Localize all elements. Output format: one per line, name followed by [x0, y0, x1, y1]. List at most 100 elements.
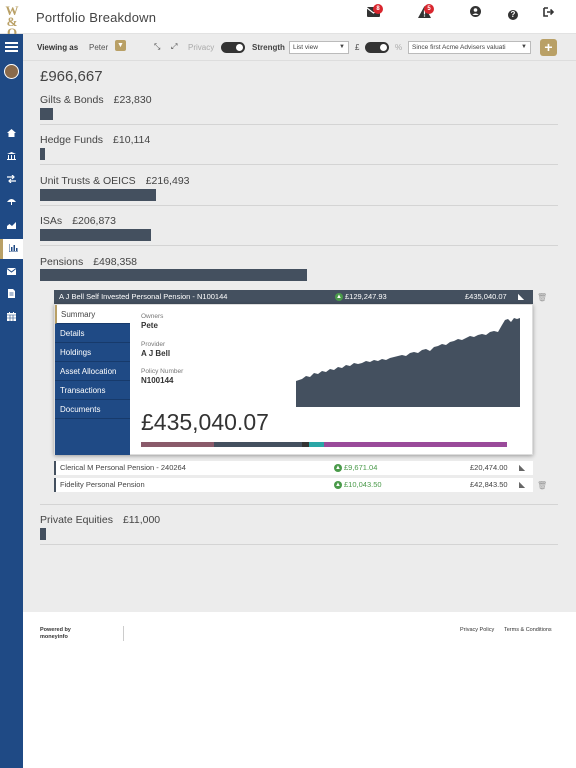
trash-icon[interactable]: 🗑	[537, 293, 548, 302]
sign-out-button[interactable]	[540, 6, 558, 24]
add-button[interactable]: +	[540, 39, 557, 56]
umbrella-icon	[7, 199, 16, 205]
rss-icon[interactable]: ◣	[519, 463, 526, 472]
sidebar-item-documents[interactable]	[0, 285, 23, 305]
powered-by-brand[interactable]: moneyinfo	[40, 634, 68, 640]
sidebar-item-calendar[interactable]	[0, 308, 23, 328]
account-value: £435,040.07	[465, 292, 507, 301]
provider-value: A J Bell	[141, 349, 171, 358]
alerts-button[interactable]: 5	[415, 4, 434, 24]
period-select-value: Since first Acme Advisers valuati	[412, 44, 506, 51]
allocation-segment	[141, 442, 215, 447]
messages-badge: 8	[373, 4, 383, 14]
tab-holdings[interactable]: Holdings	[55, 343, 130, 362]
sidebar-item-dashboard[interactable]	[0, 124, 23, 144]
category-value: £11,000	[122, 514, 161, 526]
account-name: A J Bell Self Invested Personal Pension …	[59, 292, 228, 301]
rss-icon[interactable]: ◣	[518, 292, 525, 301]
tab-transactions[interactable]: Transactions	[55, 381, 130, 400]
rss-icon[interactable]: ◣	[519, 480, 526, 489]
category-private-equities[interactable]: Private Equities £11,000	[40, 514, 558, 545]
account-row[interactable]: Fidelity Personal Pension ▲ £10,043.50 £4…	[54, 478, 533, 492]
percent-label: %	[395, 43, 403, 52]
brand-logo[interactable]: W & O	[5, 3, 19, 40]
privacy-label: Privacy	[188, 43, 215, 52]
category-bar	[40, 108, 53, 120]
compress-icon: ⤡	[154, 42, 161, 51]
account-row-gain-value: £9,671.04	[344, 463, 378, 472]
collapse-button[interactable]: ⤡	[154, 42, 160, 52]
account-subnav: Summary Details Holdings Asset Allocatio…	[55, 305, 130, 455]
category-value: £23,830	[113, 94, 152, 106]
viewing-as-label: Viewing as	[37, 43, 79, 52]
category-pensions[interactable]: Pensions £498,358	[40, 256, 558, 505]
category-name: Unit Trusts & OEICS	[40, 175, 136, 187]
tab-details[interactable]: Details	[55, 324, 130, 343]
help-button[interactable]: ?	[504, 6, 522, 24]
tab-documents[interactable]: Documents	[55, 400, 130, 419]
transfer-icon	[7, 174, 16, 184]
period-select[interactable]: Since first Acme Advisers valuati ▼	[408, 41, 531, 54]
menu-button[interactable]	[0, 34, 23, 58]
sign-out-icon	[543, 7, 555, 17]
allocation-segment	[302, 442, 310, 447]
viewing-as-dropdown[interactable]: ▼	[115, 40, 126, 51]
allocation-segment	[309, 442, 324, 447]
chevron-down-icon: ▼	[117, 42, 124, 49]
user-icon	[469, 6, 481, 17]
sidebar-item-messages[interactable]	[0, 262, 23, 282]
sidebar-item-accounts[interactable]	[0, 147, 23, 167]
owners-value: Pete	[141, 321, 158, 330]
account-row-value: £42,843.50	[470, 480, 508, 489]
category-value: £10,114	[113, 134, 151, 146]
category-name: Gilts & Bonds	[40, 94, 104, 106]
category-value: £216,493	[145, 175, 190, 187]
portfolio-total: £966,667	[40, 68, 103, 85]
arrow-up-icon: ▲	[334, 464, 342, 473]
category-bar	[40, 189, 156, 201]
avatar[interactable]	[4, 64, 19, 79]
help-icon: ?	[508, 10, 518, 20]
tab-summary[interactable]: Summary	[55, 305, 130, 324]
category-hedge-funds[interactable]: Hedge Funds £10,114	[40, 134, 558, 165]
top-bar: W & O Portfolio Breakdown 8 5 ?	[0, 0, 576, 40]
alerts-badge: 5	[424, 4, 434, 14]
account-row-gain: ▲ £9,671.04	[334, 461, 377, 475]
bar-chart-icon	[8, 244, 18, 253]
currency-label: £	[355, 43, 360, 52]
footer: Powered by moneyinfo Privacy Policy Term…	[23, 612, 576, 768]
account-row-value: £20,474.00	[470, 463, 508, 472]
messages-button[interactable]: 8	[364, 4, 383, 24]
category-gilts[interactable]: Gilts & Bonds £23,830	[40, 94, 558, 125]
view-select[interactable]: List view ▼	[289, 41, 349, 54]
policy-value: N100144	[141, 376, 174, 385]
tab-asset-allocation[interactable]: Asset Allocation	[55, 362, 130, 381]
account-row[interactable]: Clerical M Personal Pension - 240264 ▲ £9…	[54, 461, 533, 475]
viewing-as-value: Peter	[89, 43, 109, 52]
account-row-gain: ▲ £10,043.50	[334, 478, 382, 492]
account-big-value: £435,040.07	[141, 409, 269, 435]
view-select-value: List view	[293, 44, 318, 51]
profile-button[interactable]	[466, 6, 484, 24]
sidebar-item-insurance[interactable]	[0, 193, 23, 213]
policy-label: Policy Number	[141, 368, 184, 375]
calendar-icon	[7, 312, 16, 321]
footer-divider	[123, 626, 124, 641]
account-header[interactable]: A J Bell Self Invested Personal Pension …	[54, 290, 533, 304]
sidebar-item-transfers[interactable]	[0, 170, 23, 190]
expand-button[interactable]: ⤢	[171, 42, 177, 52]
category-isas[interactable]: ISAs £206,873	[40, 215, 558, 246]
currency-percent-toggle[interactable]	[365, 42, 389, 53]
trash-icon[interactable]: 🗑	[537, 481, 548, 490]
sidebar-item-portfolio[interactable]	[0, 239, 23, 259]
sidebar	[0, 34, 23, 768]
privacy-toggle[interactable]	[221, 42, 245, 53]
bank-icon	[7, 152, 16, 160]
terms-link[interactable]: Terms & Conditions	[504, 627, 552, 633]
owners-label: Owners	[141, 313, 164, 320]
privacy-policy-link[interactable]: Privacy Policy	[460, 627, 495, 633]
category-value: £498,358	[93, 256, 137, 268]
category-name: Hedge Funds	[40, 134, 104, 146]
sidebar-item-performance[interactable]	[0, 216, 23, 236]
category-unit-trusts[interactable]: Unit Trusts & OEICS £216,493	[40, 175, 558, 206]
